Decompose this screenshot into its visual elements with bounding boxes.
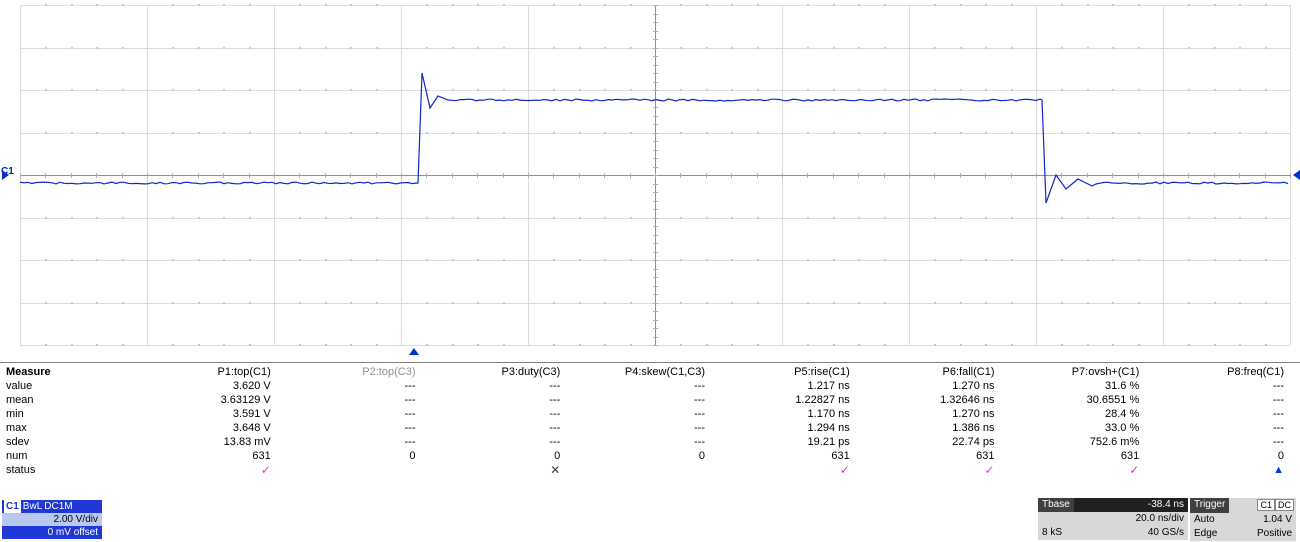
measure-mean-p3: --- xyxy=(426,393,571,407)
measure-sdev-p8: --- xyxy=(1149,435,1294,449)
measure-num-p6: 631 xyxy=(860,449,1005,463)
measure-mean-p1: 3.63129 V xyxy=(136,393,281,407)
trigger-settings-box[interactable]: Trigger C1DC Auto 1.04 V Edge Positive xyxy=(1190,498,1296,540)
trigger-slope: Positive xyxy=(1257,527,1292,541)
measure-header-p7: P7:ovsh+(C1) xyxy=(1005,365,1150,379)
measure-max-p7: 33.0 % xyxy=(1005,421,1150,435)
measure-sdev-p1: 13.83 mV xyxy=(136,435,281,449)
measure-sdev-p3: --- xyxy=(426,435,571,449)
measure-num-p7: 631 xyxy=(1005,449,1150,463)
measure-value-p5: 1.217 ns xyxy=(715,379,860,393)
measure-max-p5: 1.294 ns xyxy=(715,421,860,435)
measure-num-p1: 631 xyxy=(136,449,281,463)
measure-min-p3: --- xyxy=(426,407,571,421)
measure-status-p7: ✓ xyxy=(1005,463,1150,478)
measure-sdev-p6: 22.74 ps xyxy=(860,435,1005,449)
measure-header-p6: P6:fall(C1) xyxy=(860,365,1005,379)
measure-num-p2: 0 xyxy=(281,449,426,463)
measure-mean-p6: 1.32646 ns xyxy=(860,393,1005,407)
measure-header-p3: P3:duty(C3) xyxy=(426,365,571,379)
sample-rate: 40 GS/s xyxy=(1148,526,1184,540)
measure-min-p7: 28.4 % xyxy=(1005,407,1150,421)
measure-row-value: value xyxy=(6,379,136,393)
waveform-trace-c1 xyxy=(20,5,1290,345)
channel-settings-box[interactable]: C1BwLDC1M 2.00 V/div 0 mV offset xyxy=(2,500,102,540)
trigger-level-marker-right xyxy=(1293,170,1300,180)
timebase-settings-box[interactable]: Tbase-38.4 ns20.0 ns/div 8 kS 40 GS/s xyxy=(1038,498,1188,540)
coupling-label: DC1M xyxy=(44,500,72,513)
memory-depth: 8 kS xyxy=(1042,526,1062,540)
measure-header-p1: P1:top(C1) xyxy=(136,365,281,379)
channel-id: C1 xyxy=(4,500,21,513)
measure-value-p1: 3.620 V xyxy=(136,379,281,393)
measure-value-p2: --- xyxy=(281,379,426,393)
measure-min-p8: --- xyxy=(1149,407,1294,421)
measurement-panel: MeasureP1:top(C1)P2:top(C3)P3:duty(C3)P4… xyxy=(0,363,1300,480)
measure-header-p2: P2:top(C3) xyxy=(281,365,426,379)
measure-header-label: Measure xyxy=(6,365,136,379)
measure-value-p7: 31.6 % xyxy=(1005,379,1150,393)
measure-row-sdev: sdev xyxy=(6,435,136,449)
measure-num-p4: 0 xyxy=(570,449,715,463)
measure-max-p1: 3.648 V xyxy=(136,421,281,435)
volts-per-div: 2.00 V/div xyxy=(2,513,102,526)
measure-value-p8: --- xyxy=(1149,379,1294,393)
measure-max-p8: --- xyxy=(1149,421,1294,435)
measure-value-p3: --- xyxy=(426,379,571,393)
measure-num-p3: 0 xyxy=(426,449,571,463)
measure-min-p6: 1.270 ns xyxy=(860,407,1005,421)
measure-status-p4 xyxy=(570,463,715,478)
measure-header-p8: P8:freq(C1) xyxy=(1149,365,1294,379)
measure-sdev-p2: --- xyxy=(281,435,426,449)
measure-max-p3: --- xyxy=(426,421,571,435)
measure-min-p2: --- xyxy=(281,407,426,421)
measure-min-p1: 3.591 V xyxy=(136,407,281,421)
measure-header-p4: P4:skew(C1,C3) xyxy=(570,365,715,379)
trigger-time-marker xyxy=(409,348,419,355)
trigger-level: 1.04 V xyxy=(1263,513,1292,527)
trigger-type: Edge xyxy=(1194,527,1217,541)
trigger-coupling: DC xyxy=(1275,499,1294,511)
measure-sdev-p4: --- xyxy=(570,435,715,449)
measure-min-p5: 1.170 ns xyxy=(715,407,860,421)
measure-sdev-p7: 752.6 m% xyxy=(1005,435,1150,449)
timebase-title: Tbase xyxy=(1038,498,1074,512)
bandwidth-label: BwL xyxy=(23,500,42,513)
measure-max-p2: --- xyxy=(281,421,426,435)
status-bar: C1BwLDC1M 2.00 V/div 0 mV offset Tbase-3… xyxy=(2,510,1298,540)
measure-mean-p2: --- xyxy=(281,393,426,407)
trigger-source: C1 xyxy=(1257,499,1275,511)
measure-status-p2 xyxy=(281,463,426,478)
measure-header-p5: P5:rise(C1) xyxy=(715,365,860,379)
measure-value-p6: 1.270 ns xyxy=(860,379,1005,393)
measure-sdev-p5: 19.21 ps xyxy=(715,435,860,449)
measure-max-p6: 1.386 ns xyxy=(860,421,1005,435)
measure-status-p5: ✓ xyxy=(715,463,860,478)
measure-min-p4: --- xyxy=(570,407,715,421)
measure-row-mean: mean xyxy=(6,393,136,407)
time-per-div: 20.0 ns/div xyxy=(1136,512,1184,526)
measure-row-min: min xyxy=(6,407,136,421)
measure-row-max: max xyxy=(6,421,136,435)
measure-value-p4: --- xyxy=(570,379,715,393)
measure-status-p8: ▲ xyxy=(1149,463,1294,478)
measure-max-p4: --- xyxy=(570,421,715,435)
timebase-delay: -38.4 ns xyxy=(1074,498,1188,512)
trigger-level-marker-left xyxy=(2,170,9,180)
trigger-title: Trigger xyxy=(1190,498,1229,513)
measure-mean-p7: 30.6551 % xyxy=(1005,393,1150,407)
measure-status-p1: ✓ xyxy=(136,463,281,478)
measure-mean-p8: --- xyxy=(1149,393,1294,407)
oscilloscope-display: C1 xyxy=(0,0,1300,360)
channel-offset: 0 mV offset xyxy=(2,526,102,539)
measure-row-status: status xyxy=(6,463,136,478)
measure-mean-p4: --- xyxy=(570,393,715,407)
measure-mean-p5: 1.22827 ns xyxy=(715,393,860,407)
measure-status-p3: ✕ xyxy=(426,463,571,478)
trigger-mode: Auto xyxy=(1194,513,1215,527)
measure-row-num: num xyxy=(6,449,136,463)
measure-num-p8: 0 xyxy=(1149,449,1294,463)
measure-status-p6: ✓ xyxy=(860,463,1005,478)
measure-num-p5: 631 xyxy=(715,449,860,463)
